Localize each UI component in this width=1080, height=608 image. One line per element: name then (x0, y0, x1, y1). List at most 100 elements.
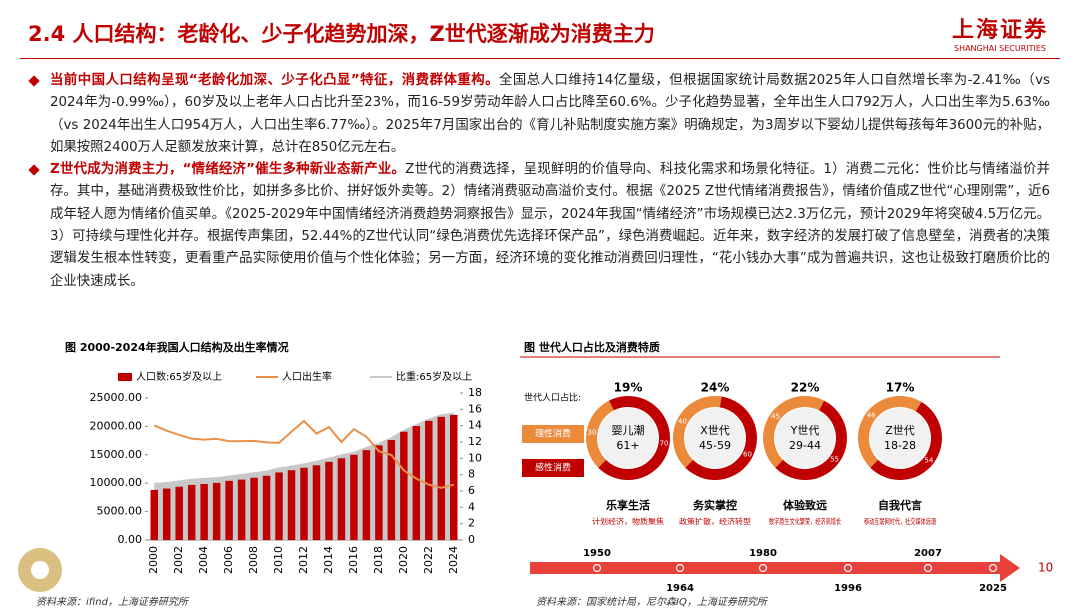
x-tick-label: 2006 (222, 546, 235, 574)
donut-segment (585, 400, 614, 468)
bar (312, 465, 321, 540)
trait-note: 移动互联网时代，社交媒体浪潮 (864, 516, 936, 526)
trait-note: 政策扩散，经济转型 (679, 516, 752, 526)
share-label: 22% (791, 381, 820, 395)
bar (262, 475, 271, 540)
logo-sub: SHANGHAI SECURITIES (953, 44, 1046, 53)
x-tick-label: 2014 (322, 546, 335, 574)
y2-tick-label: 18 (468, 386, 482, 399)
legend-box (522, 425, 584, 443)
segment-label: 55 (830, 455, 839, 463)
trait: 自我代言 (878, 498, 922, 512)
trait: 乐享生活 (606, 498, 650, 512)
bar (187, 484, 196, 540)
timeline-dot (758, 563, 768, 573)
bullet-body: Z世代的消费选择，呈现鲜明的价值导向、科技化需求和场景化特征。1）消费二元化：性… (50, 162, 1050, 289)
trait: 体验致远 (783, 498, 827, 512)
x-tick-label: 2008 (247, 546, 260, 574)
timeline-year: 1980 (749, 548, 777, 559)
line (153, 419, 455, 489)
x-tick-label: 2002 (172, 546, 185, 574)
timeline-year: 1964 (666, 583, 694, 594)
share-label: 17% (886, 381, 915, 395)
bar (250, 477, 258, 540)
share-label: 19% (614, 381, 643, 395)
legend-label: 感性消费 (535, 462, 571, 474)
bar (225, 480, 233, 540)
segment-label: 30 (587, 428, 596, 436)
y2-tick-label: 4 (468, 500, 475, 513)
x-tick-label: 2022 (422, 546, 435, 574)
timeline-dot (988, 563, 998, 573)
logo-text: 上海证券 (951, 18, 1048, 43)
donut-segment (685, 396, 758, 480)
timeline-arrow (530, 554, 1020, 582)
bullet: Z世代成为消费主力，“情绪经济”催生多种新业态新产业。Z世代的消费选择，呈现鲜明… (28, 159, 1050, 293)
bar (337, 458, 346, 540)
bar (300, 467, 308, 540)
timeline-dot (923, 563, 933, 573)
trait-note: 计划经济，物质聚焦 (592, 516, 665, 526)
donut-segment (673, 396, 722, 468)
donut-center (598, 408, 658, 468)
bar (237, 479, 246, 540)
generation-age: 45-59 (699, 439, 731, 452)
legend-label: 理性消费 (535, 428, 571, 440)
bullet-list: 当前中国人口结构呈现“老龄化加深、少子化凸显”特征，消费群体重构。全国总人口维持… (28, 70, 1050, 342)
y2-tick-label: 10 (468, 451, 482, 464)
chart-title: 图 2000-2024年我国人口结构及出生率情况 (65, 340, 289, 354)
bar (162, 488, 171, 540)
x-tick-label: 2010 (272, 546, 285, 574)
timeline-year: 1996 (834, 583, 862, 594)
y2-tick-label: 2 (468, 517, 475, 530)
x-tick-label: 2016 (347, 546, 360, 574)
trait: 务实掌控 (693, 498, 737, 512)
y2-tick-label: 14 (468, 419, 482, 432)
bullet: 当前中国人口结构呈现“老龄化加深、少子化凸显”特征，消费群体重构。全国总人口维持… (28, 70, 1050, 159)
y-tick-label: 25000.00 (90, 391, 143, 404)
donut-center (685, 408, 745, 468)
title-rule (20, 58, 1060, 59)
donut-segment (870, 401, 942, 480)
bullet-lead: Z世代成为消费主力，“情绪经济”催生多种新业态新产业。 (50, 162, 406, 178)
bar (387, 440, 396, 540)
share-label: 世代人口占比: (524, 392, 581, 404)
legend-box (522, 459, 584, 477)
y-tick-label: 5000.00 (97, 505, 143, 518)
x-tick-label: 2004 (197, 546, 210, 574)
y2-tick-label: 12 (468, 435, 482, 448)
timeline-year: 2007 (914, 548, 942, 559)
donut-segment (598, 396, 670, 480)
timeline-dot (843, 563, 853, 573)
bullet-lead: 当前中国人口结构呈现“老龄化加深、少子化凸显”特征，消费群体重构。 (50, 73, 499, 88)
timeline-dot (675, 563, 685, 573)
bar (412, 426, 421, 540)
trait-note: 数字原生文化繁荣，经济高增长 (769, 516, 841, 526)
y-tick-label: 0.00 (118, 533, 143, 546)
donut-center (775, 408, 835, 468)
bar (212, 482, 221, 540)
legend-label: 人口出生率 (282, 370, 332, 383)
segment-label: 70 (660, 440, 669, 448)
x-tick-label: 2018 (372, 546, 385, 574)
bar (287, 470, 296, 540)
legend-label: 人口数:65岁及以上 (136, 370, 222, 383)
y2-tick-label: 8 (468, 468, 475, 481)
timeline-year: 2025 (979, 583, 1007, 594)
bar (200, 484, 208, 540)
bar (350, 454, 358, 540)
segment-label: 45 (771, 413, 780, 421)
bar (425, 420, 433, 540)
bar (450, 414, 458, 540)
generation-name: Z世代 (885, 424, 915, 437)
donut-segment (857, 395, 922, 468)
segment-label: 60 (743, 451, 752, 459)
timeline-dot (592, 563, 602, 573)
bar (175, 486, 183, 540)
bullet-body: 全国总人口维持14亿量级，但根据国家统计局数据2025年人口自然增长率为-2.4… (50, 73, 1050, 155)
x-tick-label: 2024 (447, 546, 460, 574)
donut-segment (775, 400, 847, 480)
y-tick-label: 10000.00 (90, 476, 143, 489)
generation-name: X世代 (700, 424, 730, 437)
y-tick-label: 20000.00 (90, 419, 143, 432)
